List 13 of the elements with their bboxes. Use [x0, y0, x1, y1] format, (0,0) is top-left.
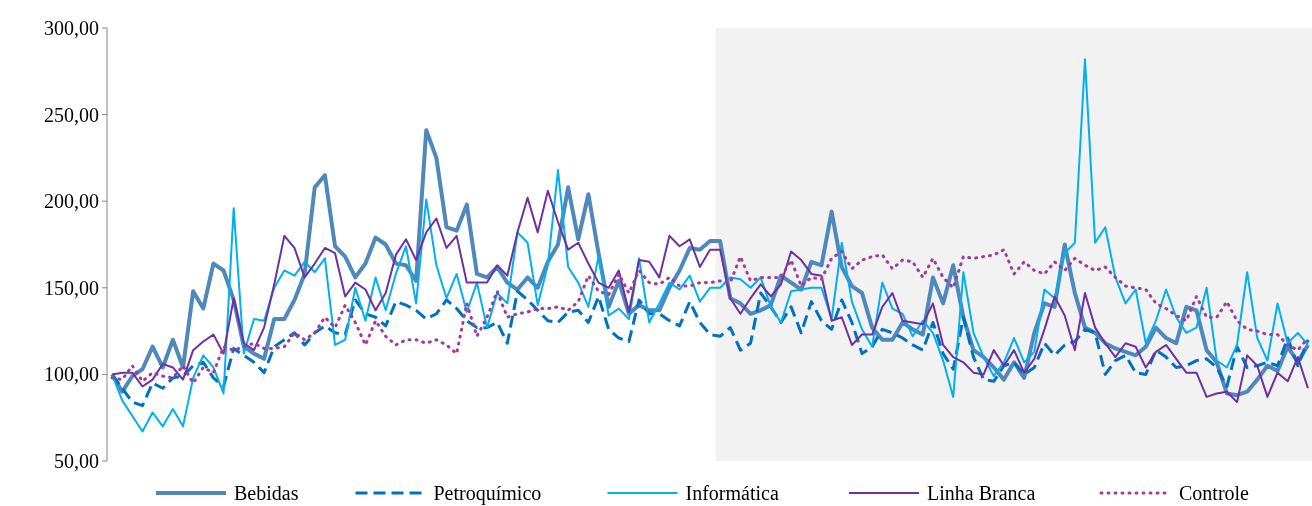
y-tick-label: 100,00 — [44, 363, 99, 386]
y-tick-label: 150,00 — [44, 276, 99, 299]
legend-label: Linha Branca — [927, 482, 1036, 504]
legend-label: Petroquímico — [433, 482, 542, 505]
y-tick-label: 250,00 — [44, 103, 99, 126]
legend-label: Informática — [685, 482, 779, 504]
y-tick-label: 50,00 — [54, 450, 99, 472]
line-series — [111, 189, 1309, 404]
y-tick-label: 200,00 — [44, 190, 99, 213]
line-series — [111, 58, 1309, 433]
y-tick-label: 300,00 — [44, 17, 99, 39]
legend-label: Controle — [1179, 482, 1250, 504]
legend-label: Bebidas — [234, 482, 299, 504]
